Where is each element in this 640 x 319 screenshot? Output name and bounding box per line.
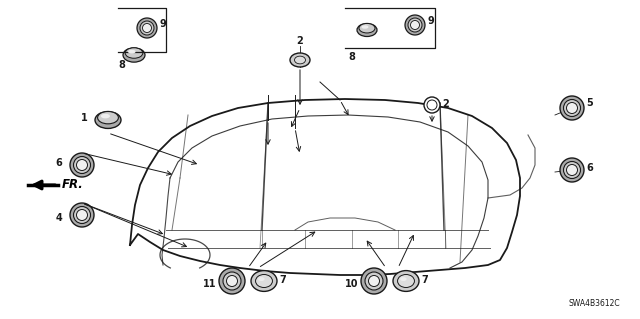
Circle shape <box>77 160 88 170</box>
Text: 10: 10 <box>344 279 358 289</box>
Text: 5: 5 <box>586 98 593 108</box>
Circle shape <box>560 158 584 182</box>
Circle shape <box>410 20 419 29</box>
Ellipse shape <box>128 50 136 54</box>
Circle shape <box>563 161 580 179</box>
Ellipse shape <box>393 271 419 291</box>
Ellipse shape <box>97 111 118 124</box>
Text: 7: 7 <box>421 275 428 285</box>
Text: 2: 2 <box>296 36 303 46</box>
Circle shape <box>365 272 383 290</box>
Text: 9: 9 <box>160 19 167 29</box>
Circle shape <box>140 21 154 35</box>
Ellipse shape <box>290 53 310 67</box>
Circle shape <box>74 206 90 224</box>
Circle shape <box>77 210 88 220</box>
Circle shape <box>424 97 440 113</box>
Circle shape <box>70 153 94 177</box>
Text: 8: 8 <box>118 60 125 70</box>
Ellipse shape <box>294 56 305 64</box>
Text: 2: 2 <box>442 99 449 109</box>
Circle shape <box>405 15 425 35</box>
Circle shape <box>74 157 90 174</box>
Circle shape <box>560 96 584 120</box>
Circle shape <box>70 203 94 227</box>
Circle shape <box>566 102 577 114</box>
Ellipse shape <box>362 25 369 29</box>
Ellipse shape <box>251 271 277 291</box>
Ellipse shape <box>101 114 110 118</box>
Circle shape <box>227 276 237 286</box>
Text: 11: 11 <box>202 279 216 289</box>
Ellipse shape <box>255 275 273 287</box>
Circle shape <box>137 18 157 38</box>
Text: SWA4B3612C: SWA4B3612C <box>568 299 620 308</box>
Ellipse shape <box>123 48 145 62</box>
Text: 6: 6 <box>55 158 62 168</box>
Ellipse shape <box>397 275 415 287</box>
Text: 4: 4 <box>55 213 62 223</box>
Circle shape <box>369 276 380 286</box>
Ellipse shape <box>400 277 406 281</box>
Ellipse shape <box>258 277 265 281</box>
Circle shape <box>408 18 422 32</box>
Circle shape <box>427 100 437 110</box>
Circle shape <box>219 268 245 294</box>
Text: 6: 6 <box>586 163 593 173</box>
Circle shape <box>566 165 577 175</box>
Text: FR.: FR. <box>62 177 84 190</box>
Circle shape <box>361 268 387 294</box>
Circle shape <box>223 272 241 290</box>
Text: 9: 9 <box>427 16 434 26</box>
Circle shape <box>143 24 152 33</box>
Ellipse shape <box>359 24 375 33</box>
Circle shape <box>563 100 580 116</box>
Ellipse shape <box>125 48 143 58</box>
Ellipse shape <box>357 24 377 36</box>
Text: 7: 7 <box>279 275 285 285</box>
Ellipse shape <box>95 112 121 129</box>
Text: 1: 1 <box>81 113 88 123</box>
Text: 8: 8 <box>348 52 355 62</box>
